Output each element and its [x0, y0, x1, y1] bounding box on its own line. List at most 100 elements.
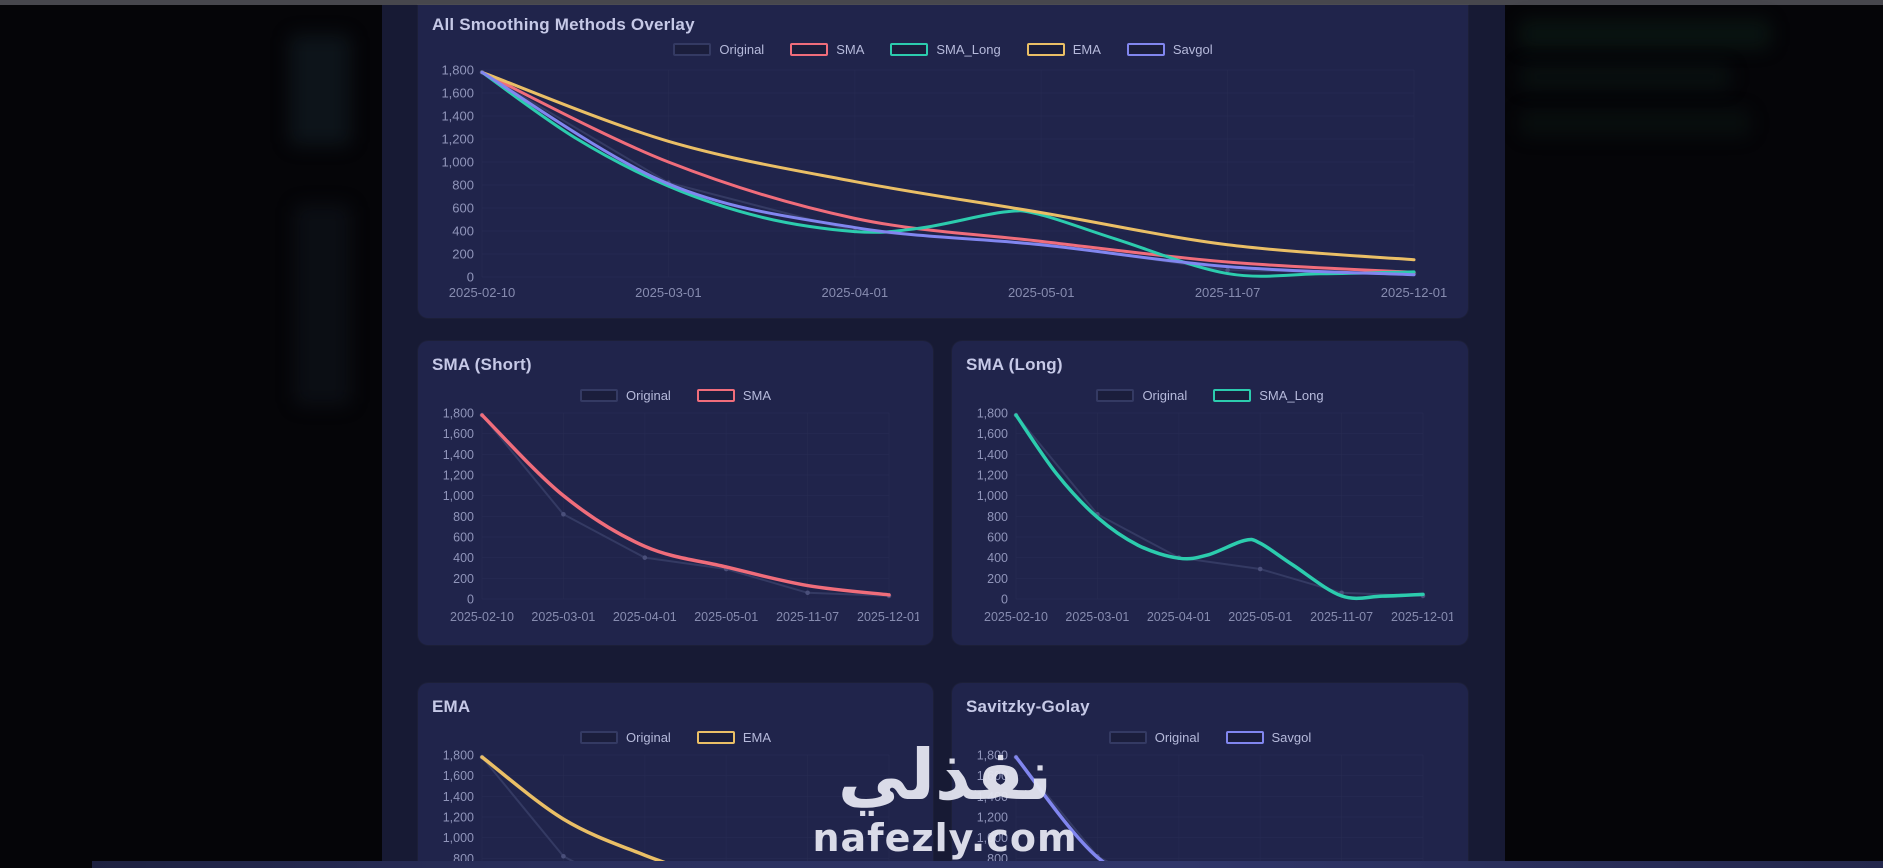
x-tick-label: 2025-03-01: [531, 610, 595, 624]
grid: [1015, 754, 1424, 868]
y-tick-label: 0: [1001, 593, 1008, 607]
legend-label: Original: [1142, 387, 1188, 403]
y-tick-label: 400: [452, 224, 474, 239]
legend-item-original[interactable]: Original: [1108, 729, 1200, 745]
chart-legend: Original Savgol: [966, 729, 1454, 745]
legend-swatch: [1108, 730, 1147, 744]
dimmed-content-smudge: [1520, 20, 1770, 48]
y-tick-label: 600: [987, 531, 1008, 545]
line-chart-svg: 02004006008001,0001,2001,4001,6001,80020…: [441, 63, 1448, 301]
x-tick-label: 2025-03-01: [1065, 610, 1129, 624]
legend-item-original[interactable]: Original: [580, 388, 671, 403]
grid: [481, 412, 890, 600]
y-tick-label: 1,200: [977, 469, 1008, 483]
legend-swatch: [673, 42, 712, 56]
series-line-original: [479, 412, 892, 599]
line-chart-svg: 02004006008001,0001,2001,4001,6001,80020…: [977, 749, 1424, 868]
x-tick-label: 2025-05-01: [694, 610, 758, 624]
legend-label: Original: [1154, 729, 1200, 745]
axis-labels: 02004006008001,0001,2001,4001,6001,80020…: [443, 749, 474, 866]
charts-panel: All Smoothing Methods Overlay Original SM…: [382, 5, 1505, 868]
series-line-savgol: [1014, 755, 1115, 868]
legend-item-savgol[interactable]: Savgol: [1225, 729, 1312, 745]
x-tick-label: 2025-12-01: [1381, 285, 1448, 300]
y-tick-label: 1,800: [443, 407, 474, 421]
y-tick-label: 800: [452, 178, 474, 193]
legend-label: Savgol: [1172, 41, 1213, 57]
x-tick-label: 2025-02-10: [984, 610, 1048, 624]
legend-swatch: [790, 42, 829, 56]
legend-label: Original: [719, 41, 765, 57]
chart-title: EMA: [432, 697, 471, 716]
line-chart-svg: 02004006008001,0001,2001,4001,6001,80020…: [977, 407, 1455, 625]
line-chart-svg: 02004006008001,0001,2001,4001,6001,80020…: [443, 407, 921, 625]
y-tick-label: 0: [467, 593, 474, 607]
chart-card-overlay: All Smoothing Methods Overlay Original SM…: [418, 5, 1468, 318]
series-line-sma: [480, 70, 1416, 274]
axis-labels: 02004006008001,0001,2001,4001,6001,80020…: [977, 407, 1455, 625]
y-tick-label: 1,600: [977, 769, 1008, 783]
x-tick-label: 2025-02-10: [449, 285, 516, 300]
legend-swatch: [580, 730, 619, 744]
y-tick-label: 200: [453, 572, 474, 586]
y-tick-label: 1,800: [977, 749, 1008, 763]
y-tick-label: 1,000: [443, 831, 474, 845]
y-tick-label: 600: [452, 201, 474, 216]
y-tick-label: 600: [453, 531, 474, 545]
dimmed-content-smudge: [295, 205, 350, 405]
y-tick-label: 400: [987, 551, 1008, 565]
legend-label: SMA: [836, 41, 865, 57]
y-tick-label: 200: [452, 247, 474, 262]
series-line-original: [1013, 412, 1426, 599]
chart-title: Savitzky-Golay: [966, 697, 1090, 716]
legend-item-ema[interactable]: EMA: [696, 730, 771, 745]
legend-item-original[interactable]: Original: [673, 42, 764, 57]
grid: [481, 69, 1415, 278]
y-tick-label: 1,800: [977, 407, 1008, 421]
horizontal-scrollbar[interactable]: [92, 861, 1883, 868]
grid: [1015, 412, 1424, 600]
legend-item-ema[interactable]: EMA: [1026, 41, 1101, 57]
y-tick-label: 1,200: [977, 811, 1008, 825]
legend-item-sma[interactable]: SMA: [696, 388, 771, 403]
y-tick-label: 1,400: [441, 109, 474, 124]
legend-label: Original: [626, 387, 671, 403]
legend-swatch: [696, 388, 735, 402]
legend-item-savgol[interactable]: Savgol: [1126, 41, 1213, 57]
chart-title: SMA (Short): [432, 355, 532, 374]
legend-item-sma[interactable]: SMA: [790, 42, 864, 57]
y-tick-label: 1,400: [443, 790, 474, 804]
y-tick-label: 0: [467, 270, 474, 285]
series-line-sma_long: [480, 70, 1416, 278]
dimmed-right-background: [1505, 5, 1883, 868]
y-tick-label: 1,000: [443, 489, 474, 503]
legend-label: Savgol: [1271, 729, 1312, 745]
legend-item-original[interactable]: Original: [580, 730, 671, 745]
series-line-sma_long: [1014, 413, 1425, 601]
y-tick-label: 800: [987, 510, 1008, 524]
legend-label: Original: [626, 729, 671, 745]
y-tick-label: 200: [987, 572, 1008, 586]
chart-canvas[interactable]: 02004006008001,0001,2001,4001,6001,80020…: [432, 747, 919, 868]
legend-item-original[interactable]: Original: [1096, 388, 1187, 403]
y-tick-label: 1,600: [443, 769, 474, 783]
y-tick-label: 1,000: [441, 155, 474, 170]
legend-swatch: [1225, 730, 1264, 744]
legend-label: EMA: [1072, 41, 1101, 57]
x-tick-label: 2025-05-01: [1228, 610, 1292, 624]
x-tick-label: 2025-05-01: [1008, 285, 1074, 300]
window-top-edge: [0, 0, 1883, 5]
series-line-original: [1013, 754, 1122, 868]
legend-item-sma_long[interactable]: SMA_Long: [890, 42, 1001, 57]
y-tick-label: 1,800: [441, 63, 474, 78]
chart-canvas[interactable]: 02004006008001,0001,2001,4001,6001,80020…: [966, 747, 1454, 868]
x-tick-label: 2025-12-01: [857, 610, 919, 624]
legend-item-sma_long[interactable]: SMA_Long: [1213, 388, 1324, 403]
x-tick-label: 2025-11-07: [1195, 285, 1261, 300]
x-tick-label: 2025-04-01: [822, 285, 889, 300]
axis-labels: 02004006008001,0001,2001,4001,6001,80020…: [443, 407, 921, 625]
chart-legend: Original EMA: [432, 729, 919, 745]
